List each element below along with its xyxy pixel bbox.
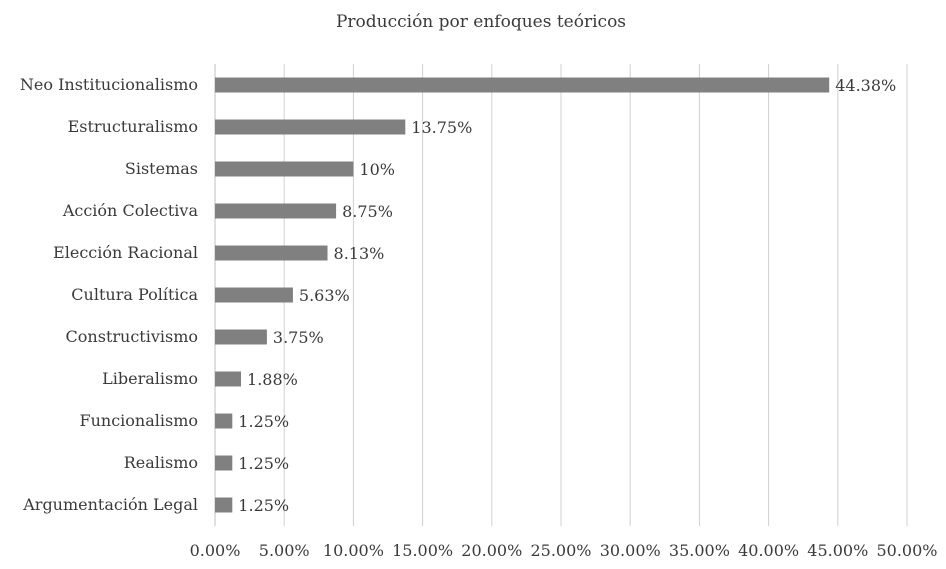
data-labels: 44.38% 13.75% 10% 8.75% 8.13% 5.63% 3.75% 1.88%… [238, 76, 896, 515]
data-label: 1.25% [238, 496, 289, 515]
x-tick-label: 25.00% [530, 541, 591, 560]
category-label: Argumentación Legal [22, 495, 198, 514]
x-tick-label: 35.00% [669, 541, 730, 560]
category-label: Cultura Política [71, 285, 198, 304]
category-label: Constructivismo [66, 327, 198, 346]
category-labels: Neo Institucionalismo Estructuralismo Sist… [20, 75, 199, 514]
data-label: 13.75% [411, 118, 472, 137]
bar [215, 203, 337, 219]
bars [215, 77, 830, 513]
x-tick-label: 40.00% [738, 541, 799, 560]
x-tick-label: 30.00% [600, 541, 661, 560]
data-label: 1.25% [238, 454, 289, 473]
category-label: Funcionalismo [79, 411, 198, 430]
bar [215, 287, 293, 303]
data-label: 10% [359, 160, 395, 179]
category-label: Estructuralismo [68, 117, 198, 136]
x-tick-label: 15.00% [392, 541, 453, 560]
x-tick-label: 5.00% [259, 541, 310, 560]
bar [215, 161, 354, 177]
bar [215, 329, 267, 345]
category-label: Realismo [124, 453, 198, 472]
bar [215, 413, 233, 429]
category-label: Acción Colectiva [62, 201, 199, 220]
x-tick-label: 10.00% [323, 541, 384, 560]
data-label: 3.75% [273, 328, 324, 347]
data-label: 8.75% [342, 202, 393, 221]
x-axis-tick-labels: 0.00% 5.00% 10.00% 15.00% 20.00% 25.00% 30.00%… [190, 541, 938, 560]
x-tick-label: 45.00% [807, 541, 868, 560]
category-label: Sistemas [125, 159, 198, 178]
x-tick-label: 50.00% [876, 541, 937, 560]
bar [215, 455, 233, 471]
category-label: Liberalismo [102, 369, 198, 388]
bar [215, 245, 328, 261]
data-label: 5.63% [299, 286, 350, 305]
bar [215, 371, 242, 387]
x-tick-label: 0.00% [190, 541, 241, 560]
data-label: 8.13% [334, 244, 385, 263]
data-label: 1.25% [238, 412, 289, 431]
gridlines [214, 64, 908, 526]
bar [215, 497, 233, 513]
data-label: 44.38% [835, 76, 896, 95]
category-label: Neo Institucionalismo [20, 75, 198, 94]
data-label: 1.88% [247, 370, 298, 389]
bar [215, 77, 830, 93]
category-label: Elección Racional [53, 243, 198, 262]
x-tick-label: 20.00% [461, 541, 522, 560]
chart-title: Producción por enfoques teóricos [336, 12, 626, 32]
bar [215, 119, 406, 135]
